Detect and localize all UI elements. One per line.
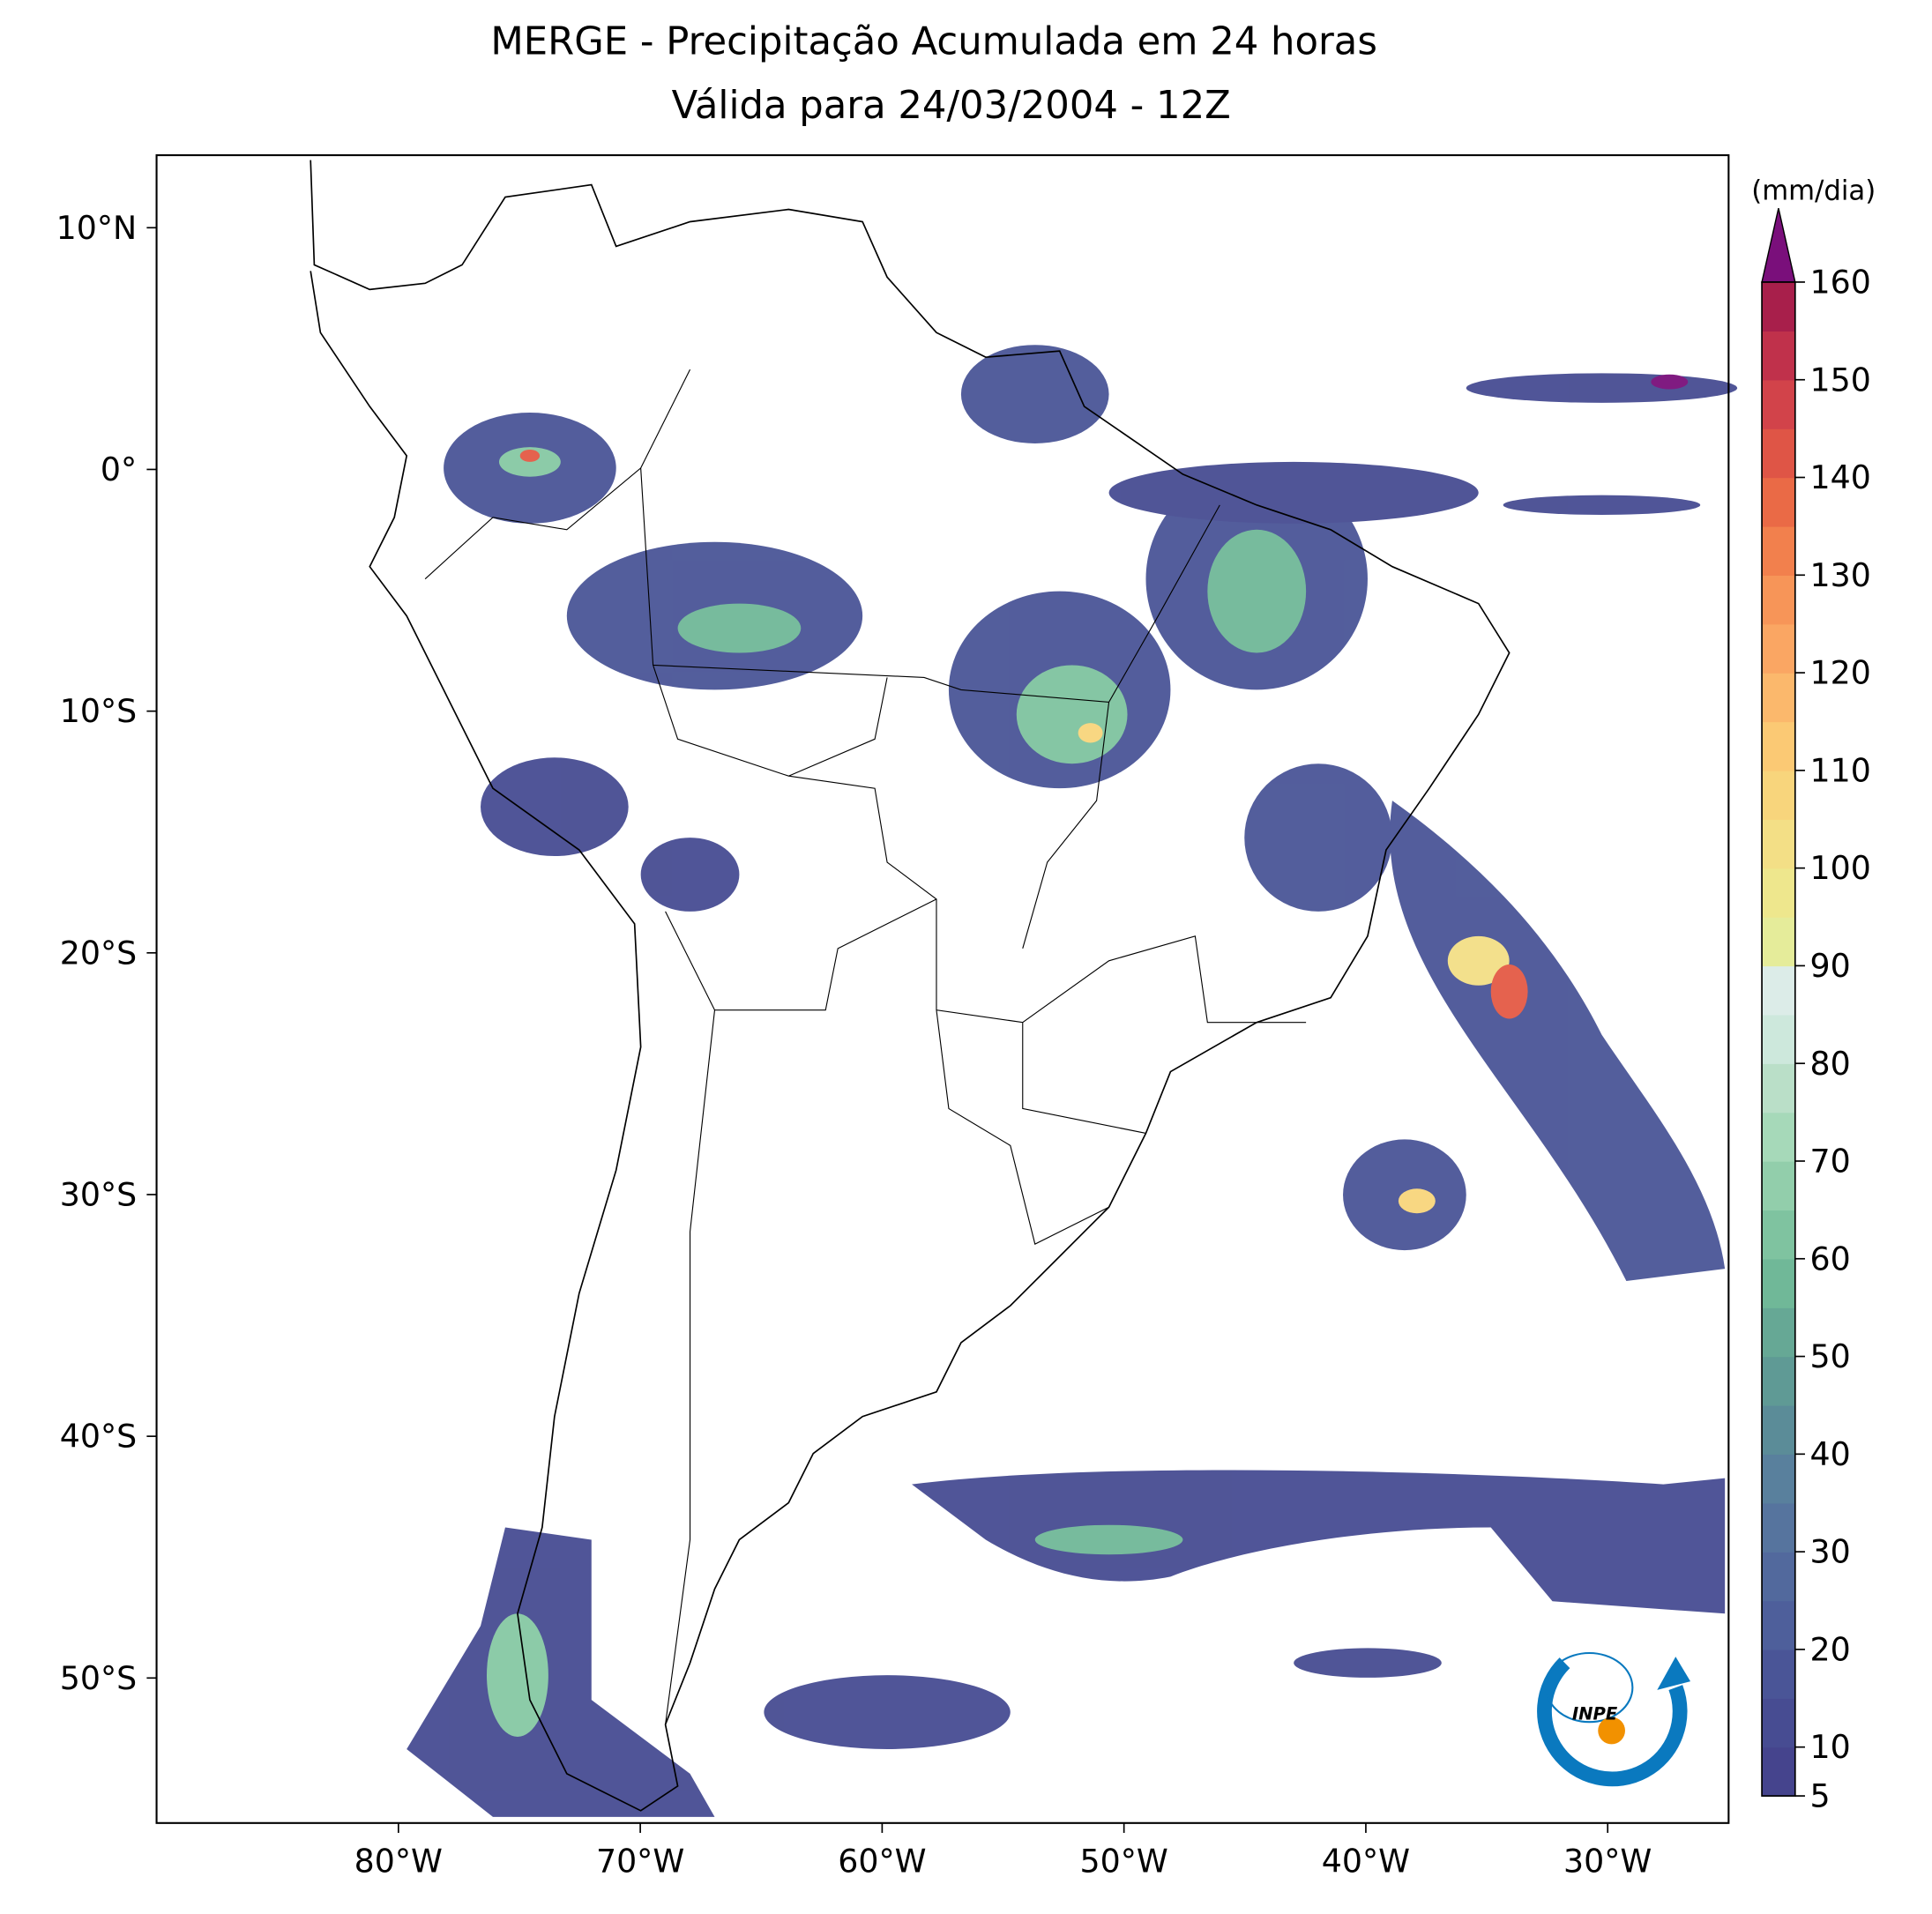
colorbar-tick-label: 30 — [1810, 1533, 1851, 1571]
colorbar-extension — [1761, 207, 1796, 283]
colorbar-band — [1762, 1307, 1795, 1358]
colorbar-tick-label: 110 — [1810, 751, 1871, 789]
colorbar-tick-label: 20 — [1810, 1630, 1851, 1668]
colorbar-tick-label: 80 — [1810, 1045, 1851, 1083]
y-tick-label: 50°S — [60, 1659, 137, 1697]
colorbar-band — [1762, 965, 1795, 1016]
x-tick-label: 40°W — [1322, 1843, 1410, 1880]
y-tick-label: 20°S — [60, 934, 137, 972]
chart-subtitle: Válida para 24/03/2004 - 12Z — [672, 84, 1231, 128]
colorbar-band — [1762, 868, 1795, 918]
axes: 80°W 70°W 60°W 50°W 40°W 30°W 10°N 0° 10°S 20°S 30… — [56, 209, 1652, 1880]
colorbar-band — [1762, 379, 1795, 429]
colorbar-tick-label: 5 — [1810, 1777, 1831, 1815]
colorbar-band — [1762, 1210, 1795, 1260]
map-area — [155, 153, 1738, 1824]
precipitation — [407, 345, 1738, 1817]
borders — [424, 369, 1307, 1725]
colorbar-band — [1762, 819, 1795, 869]
colorbar-tick-label: 140 — [1810, 458, 1871, 496]
map-frame — [155, 153, 1730, 1824]
x-tick-label: 70°W — [596, 1843, 684, 1880]
y-tick-label: 10°N — [56, 209, 138, 247]
colorbar-band — [1762, 331, 1795, 381]
colorbar-band — [1762, 1454, 1795, 1504]
colorbar-band — [1762, 673, 1795, 723]
y-tick-label: 40°S — [60, 1418, 137, 1456]
x-tick-label: 80°W — [354, 1843, 443, 1880]
x-tick-label: 30°W — [1563, 1843, 1652, 1880]
colorbar-tick-label: 160 — [1810, 264, 1871, 302]
colorbar-band — [1762, 1649, 1795, 1699]
colorbar-band — [1762, 575, 1795, 625]
colorbar-band — [1762, 1063, 1795, 1113]
colorbar-band — [1762, 281, 1795, 332]
colorbar-band — [1762, 1552, 1795, 1602]
colorbar-band — [1762, 623, 1795, 674]
colorbar-band — [1762, 1600, 1795, 1650]
logo-text: INPE — [1572, 1703, 1618, 1724]
colorbar-tick-label: 150 — [1810, 361, 1871, 398]
colorbar-band — [1762, 1014, 1795, 1064]
colorbar-tick-label: 100 — [1810, 849, 1871, 887]
x-tick-label: 60°W — [838, 1843, 926, 1880]
colorbar-tick-label: 50 — [1810, 1337, 1851, 1375]
y-tick-label: 30°S — [60, 1176, 137, 1214]
colorbar-band — [1762, 1356, 1795, 1406]
colorbar-tick-label: 60 — [1810, 1240, 1851, 1277]
coastline — [310, 160, 1511, 1812]
colorbar-band — [1762, 1502, 1795, 1553]
colorbar-band — [1762, 770, 1795, 820]
colorbar: (mm/dia) 5 10 20 30 40 50 60 70 80 90 100 110 120 130… — [1751, 175, 1876, 1814]
colorbar-tick-label: 70 — [1810, 1143, 1851, 1180]
y-tick-label: 10°S — [60, 692, 137, 730]
colorbar-band — [1762, 1746, 1795, 1797]
colorbar-tick-label: 130 — [1810, 556, 1871, 594]
y-tick-label: 0° — [101, 451, 137, 488]
colorbar-band — [1762, 428, 1795, 479]
colorbar-label: (mm/dia) — [1751, 175, 1876, 206]
colorbar-tick-label: 10 — [1810, 1728, 1851, 1766]
colorbar-tick-label: 40 — [1810, 1435, 1851, 1473]
chart-title: MERGE - Precipitação Acumulada em 24 hor… — [490, 19, 1376, 63]
colorbar-tick-label: 120 — [1810, 654, 1871, 692]
colorbar-band — [1762, 721, 1795, 771]
logo: INPE — [1537, 1651, 1691, 1787]
colorbar-band — [1762, 477, 1795, 527]
colorbar-band — [1762, 1112, 1795, 1162]
colorbar-band — [1762, 525, 1795, 576]
colorbar-band — [1762, 1404, 1795, 1456]
colorbar-tick-label: 90 — [1810, 947, 1851, 985]
colorbar-frame — [1761, 281, 1796, 1797]
colorbar-band — [1762, 1258, 1795, 1308]
colorbar-band — [1762, 1160, 1795, 1211]
x-tick-label: 50°W — [1080, 1843, 1168, 1880]
colorbar-band — [1762, 1698, 1795, 1748]
colorbar-band — [1762, 917, 1795, 967]
